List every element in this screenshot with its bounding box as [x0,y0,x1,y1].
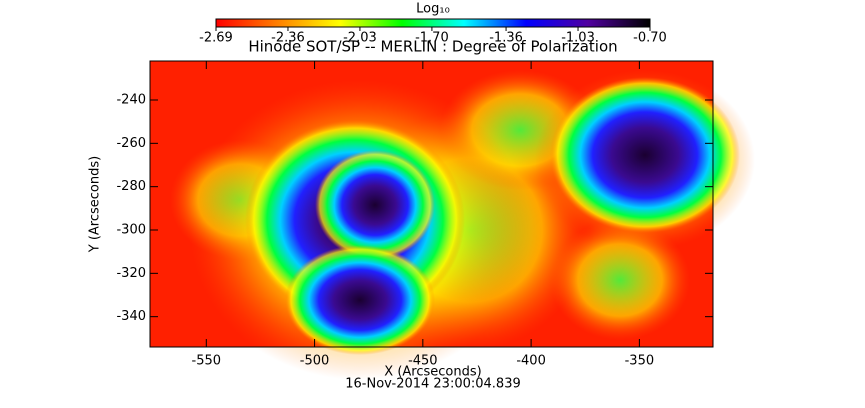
colorbar-label: Log₁₀ [416,2,450,17]
x-tick-label: -450 [408,354,438,369]
x-tick-label: -550 [192,354,222,369]
x-tick-label: -500 [300,354,330,369]
colorbar-tick-label: -0.70 [633,31,667,46]
colorbar-tick-label: -2.69 [199,31,233,46]
x-tick-label: -400 [516,354,546,369]
y-tick-label: -320 [116,266,146,281]
x-tick-label: -350 [625,354,655,369]
chart-title: Hinode SOT/SP -- MERLIN : Degree of Pola… [248,38,617,56]
heatmap-image [150,61,755,380]
colorbar [215,18,651,28]
plot-frame [149,60,714,348]
y-axis-label: Y (Arcseconds) [88,156,103,253]
y-tick-label: -260 [116,136,146,151]
colorbar-tick-label: -2.36 [271,31,305,46]
colorbar-tick-label: -2.03 [343,31,377,46]
colorbar-tick-label: -1.70 [415,31,449,46]
y-tick-label: -240 [116,93,146,108]
colorbar-tick-label: -1.36 [489,31,523,46]
colorbar-tick-label: -1.03 [561,31,595,46]
y-tick-label: -300 [116,223,146,238]
x-axis-label: X (Arcseconds) [384,365,481,380]
y-tick-label: -280 [116,179,146,194]
date-label: 16-Nov-2014 23:00:04.839 [345,377,521,392]
y-tick-label: -340 [116,309,146,324]
